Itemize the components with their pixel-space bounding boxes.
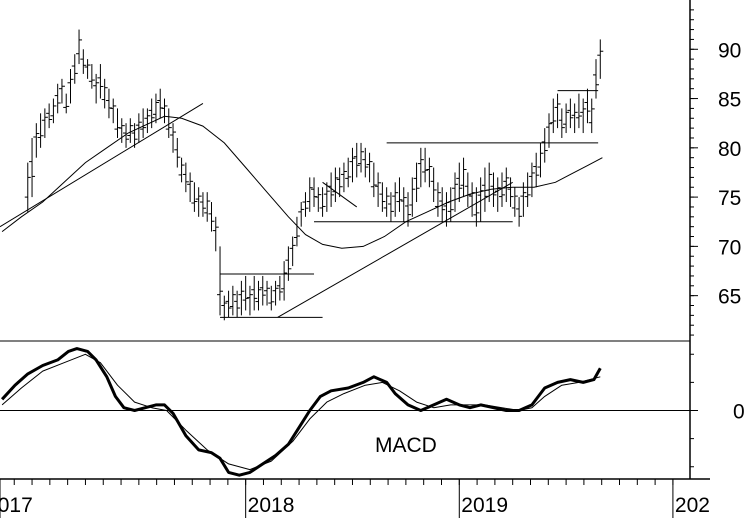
y-tick-label: 80 bbox=[718, 138, 741, 161]
macd-line bbox=[0, 347, 602, 477]
y-tick-label: 75 bbox=[718, 187, 741, 210]
y-axis: 90 85 80 75 70 65 0 bbox=[690, 9, 745, 468]
x-tick-label: 202 bbox=[675, 494, 710, 517]
trend-line bbox=[0, 103, 204, 228]
x-tick-label: 2018 bbox=[248, 494, 295, 517]
macd-tick-label: 0 bbox=[733, 401, 745, 424]
price-panel bbox=[0, 29, 604, 321]
macd-signal-line bbox=[1, 353, 601, 471]
y-tick-label: 90 bbox=[718, 39, 741, 62]
trend-line bbox=[277, 181, 513, 318]
macd-panel: MACD bbox=[0, 347, 690, 477]
macd-lines bbox=[0, 347, 690, 477]
trend-line bbox=[322, 181, 358, 208]
y-tick-label: 85 bbox=[718, 89, 741, 112]
y-tick-label: 70 bbox=[718, 236, 741, 259]
macd-label: MACD bbox=[375, 434, 437, 457]
chart-frame bbox=[0, 0, 710, 480]
x-tick-label: 2019 bbox=[461, 494, 508, 517]
x-tick-label: 2017 bbox=[0, 494, 33, 517]
y-tick-label: 65 bbox=[718, 286, 741, 309]
x-axis: 2017 2018 2019 202 bbox=[0, 479, 710, 518]
moving-average-line bbox=[1, 115, 603, 249]
